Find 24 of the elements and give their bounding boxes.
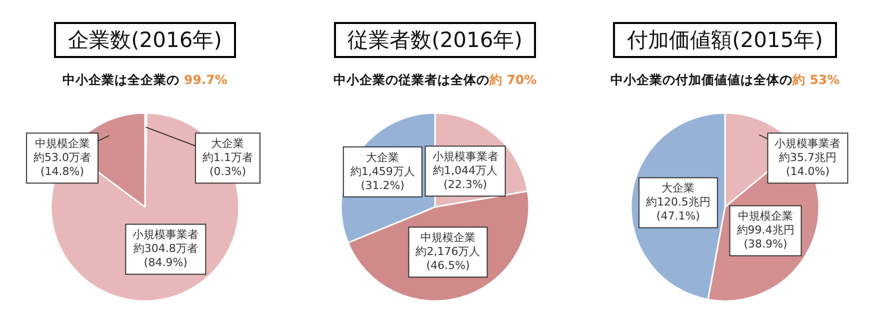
slice-label: 小規模事業者 <box>132 228 199 242</box>
data-label: 約2,176万人 (46.5%) <box>416 245 480 272</box>
data-label: 約99.4兆円 (38.9%) <box>736 224 794 251</box>
chart-subtitle: 中小企業の付加価値値は全体の約 53% <box>610 72 840 89</box>
data-label: 約53.0万者 (14.8%) <box>34 150 92 178</box>
slice-label: 中規模企業 <box>34 136 90 150</box>
chart-subtitle: 中小企業の従業者は全体の約 70% <box>333 72 537 89</box>
slice-label: 小規模事業者 <box>774 136 841 150</box>
chart-subtitle: 中小企業は全企業の 99.7% <box>62 72 228 89</box>
data-label: 約304.8万者 (84.9%) <box>133 242 198 270</box>
chart-title: 企業数(2016年) <box>54 22 236 58</box>
slice-label: 小規模事業者 <box>432 150 498 163</box>
chart-title: 従業者数(2016年) <box>334 22 536 58</box>
data-label: 約35.7兆円 (14.0%) <box>778 150 836 178</box>
slice-label: 大企業 <box>211 136 244 150</box>
slice-label: 大企業 <box>662 182 695 195</box>
data-label: 約1,459万人 (31.2%) <box>350 164 415 192</box>
slice-label: 中規模企業 <box>420 231 476 244</box>
data-label: 約1,044万人 (22.3%) <box>433 164 498 191</box>
data-label: 約1.1万者 (0.3%) <box>202 150 253 178</box>
slice-label: 中規模企業 <box>738 210 794 223</box>
data-label: 約120.5兆円 (47.1%) <box>646 196 710 223</box>
chart-title: 付加価値額(2015年) <box>613 22 837 58</box>
slice-label: 大企業 <box>366 150 400 164</box>
